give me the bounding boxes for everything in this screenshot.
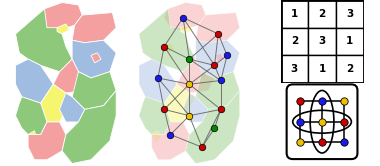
Point — [340, 100, 347, 102]
Polygon shape — [183, 93, 208, 122]
Polygon shape — [72, 40, 116, 78]
Polygon shape — [57, 24, 70, 34]
Polygon shape — [152, 122, 189, 160]
Point — [218, 79, 224, 82]
Point — [155, 77, 161, 79]
Polygon shape — [72, 72, 116, 109]
Bar — [308, 28, 336, 55]
Text: 1: 1 — [291, 9, 298, 19]
Text: 2: 2 — [291, 37, 298, 46]
Text: 3: 3 — [318, 37, 326, 46]
Polygon shape — [164, 43, 174, 53]
Polygon shape — [16, 59, 53, 103]
Point — [215, 33, 221, 35]
Polygon shape — [41, 43, 51, 53]
Bar — [280, 0, 308, 28]
Polygon shape — [28, 122, 66, 160]
Polygon shape — [72, 13, 116, 43]
Point — [340, 141, 347, 144]
Point — [186, 114, 192, 117]
Text: 1: 1 — [318, 64, 326, 74]
Polygon shape — [62, 90, 116, 164]
Polygon shape — [180, 24, 193, 34]
Bar — [280, 55, 308, 83]
Text: 2: 2 — [318, 9, 326, 19]
Polygon shape — [16, 9, 72, 72]
Polygon shape — [16, 97, 47, 135]
Text: 2: 2 — [346, 64, 353, 74]
Polygon shape — [177, 59, 214, 93]
Point — [298, 141, 304, 144]
Polygon shape — [139, 59, 177, 103]
Polygon shape — [196, 13, 240, 43]
Point — [161, 45, 167, 48]
Polygon shape — [91, 53, 101, 63]
Point — [319, 120, 325, 123]
Polygon shape — [41, 84, 72, 122]
Point — [180, 16, 186, 19]
Text: 3: 3 — [291, 64, 298, 74]
Polygon shape — [152, 131, 160, 142]
Point — [186, 58, 192, 60]
Bar — [280, 28, 308, 55]
Bar — [336, 28, 364, 55]
Text: 3: 3 — [346, 9, 353, 19]
Polygon shape — [60, 93, 85, 122]
Polygon shape — [196, 40, 240, 78]
Point — [298, 120, 304, 123]
Point — [319, 100, 325, 102]
Polygon shape — [41, 2, 82, 30]
Polygon shape — [214, 53, 225, 63]
Bar — [308, 55, 336, 83]
Polygon shape — [164, 2, 206, 30]
Bar — [336, 55, 364, 83]
Point — [168, 133, 174, 136]
Point — [298, 100, 304, 102]
Point — [211, 127, 217, 130]
Polygon shape — [164, 84, 196, 122]
Bar — [336, 0, 364, 28]
Point — [340, 120, 347, 123]
Polygon shape — [185, 90, 240, 164]
Point — [199, 146, 205, 148]
Point — [218, 108, 224, 111]
Polygon shape — [53, 59, 91, 93]
Polygon shape — [28, 131, 37, 142]
Polygon shape — [196, 72, 240, 109]
Point — [186, 83, 192, 86]
Point — [211, 64, 217, 67]
Polygon shape — [139, 9, 196, 72]
Text: 1: 1 — [346, 37, 353, 46]
Point — [161, 108, 167, 111]
Point — [319, 141, 325, 144]
Polygon shape — [139, 97, 171, 135]
Point — [224, 54, 230, 57]
Bar — [308, 0, 336, 28]
